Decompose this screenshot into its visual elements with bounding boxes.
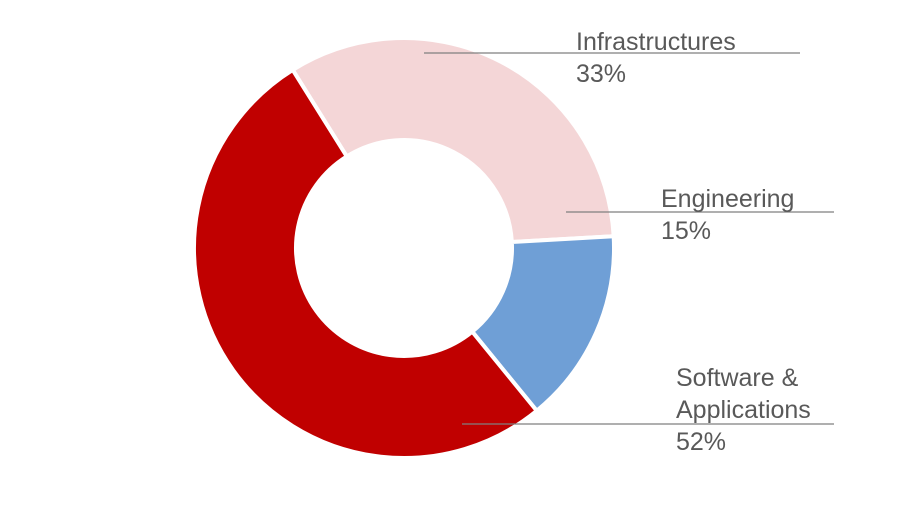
label-value-infrastructures: 33% (576, 60, 626, 88)
slices-group (192, 36, 616, 460)
label-value-software-applications: 52% (676, 428, 726, 456)
donut-slice-software-applications (192, 67, 540, 460)
donut-slice-engineering (469, 234, 616, 414)
label-value-engineering: 15% (661, 217, 711, 245)
label-category-infrastructures: Infrastructures (576, 28, 736, 56)
label-category-engineering: Engineering (661, 185, 794, 213)
leader-lines-group (424, 52, 834, 425)
label-category-software-applications-line-2: Applications (676, 396, 811, 424)
label-category-software-applications-line-1: Software & (676, 364, 799, 392)
labels-group: Infrastructures 33% Engineering 15% Software… (576, 28, 811, 456)
donut-slice-infrastructures (289, 36, 616, 245)
